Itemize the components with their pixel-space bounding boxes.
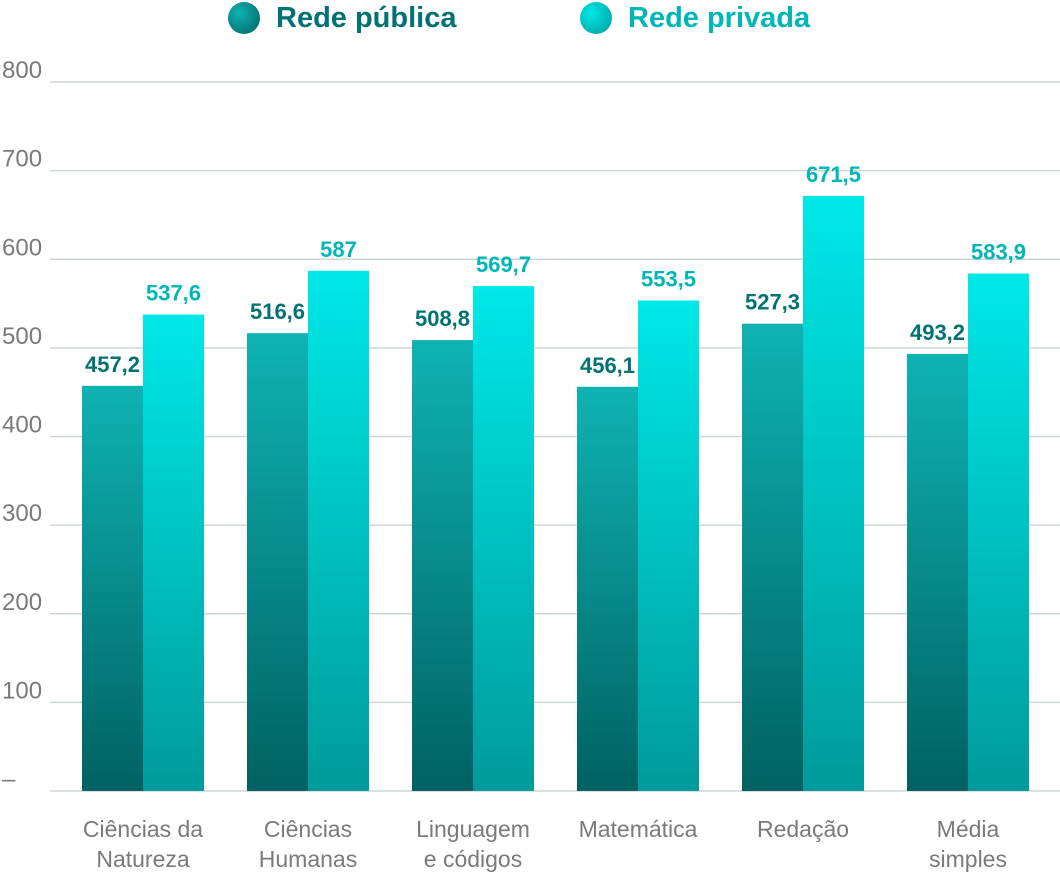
data-label-private-1: 587 <box>320 237 357 262</box>
x-tick-label-4-0: Redação <box>757 816 849 842</box>
data-label-public-5: 493,2 <box>910 320 965 345</box>
x-tick-label-0-1: Natureza <box>96 846 190 872</box>
y-tick-label-400: 400 <box>2 412 42 439</box>
x-tick-label-5-0: Média <box>937 816 1000 842</box>
legend-item-public[interactable]: Rede pública <box>228 0 457 36</box>
data-label-public-2: 508,8 <box>415 306 470 331</box>
bar-private-5 <box>968 273 1029 791</box>
bar-private-4 <box>803 195 864 791</box>
bar-private-3 <box>638 300 699 791</box>
data-label-private-4: 671,5 <box>806 162 861 187</box>
y-tick-label-500: 500 <box>2 323 42 350</box>
grid-lines <box>50 81 1060 792</box>
y-tick-label-100: 100 <box>2 677 42 704</box>
data-label-public-4: 527,3 <box>745 290 800 315</box>
legend-item-private[interactable]: Rede privada <box>580 0 810 36</box>
y-tick-label-600: 600 <box>2 234 42 261</box>
legend-swatch-public <box>228 2 260 34</box>
y-tick-label-200: 200 <box>2 589 42 616</box>
bar-public-5 <box>907 353 968 791</box>
y-axis-ticks: – 100 200 300 400 500 600 700 800 <box>2 57 42 793</box>
data-labels: 457,2 537,6 516,6 587 508,8 569,7 456,1 553,5 52… <box>85 162 1026 378</box>
x-tick-label-1-0: Ciências <box>264 816 352 842</box>
data-label-public-1: 516,6 <box>250 299 305 324</box>
bar-private-1 <box>308 270 369 791</box>
data-label-private-2: 569,7 <box>476 252 531 277</box>
bars <box>82 195 1029 791</box>
x-tick-label-3-0: Matemática <box>579 816 698 842</box>
bar-public-0 <box>82 385 143 791</box>
legend: Rede pública Rede privada <box>0 0 1060 40</box>
x-tick-label-5-1: simples <box>929 846 1007 872</box>
data-label-public-0: 457,2 <box>85 352 140 377</box>
y-tick-label-800: 800 <box>2 57 42 84</box>
y-tick-label-700: 700 <box>2 146 42 173</box>
y-tick-label-0: – <box>2 766 16 793</box>
x-axis-labels: Ciências da Natureza Ciências Humanas Lingua… <box>83 816 1007 872</box>
data-label-private-3: 553,5 <box>641 266 696 291</box>
bar-private-0 <box>143 314 204 791</box>
bar-public-2 <box>412 340 473 791</box>
x-tick-label-1-1: Humanas <box>259 846 357 872</box>
bar-public-3 <box>577 386 638 791</box>
bar-public-1 <box>247 333 308 791</box>
x-tick-label-2-1: e códigos <box>424 846 522 872</box>
y-tick-label-300: 300 <box>2 500 42 527</box>
legend-label-public: Rede pública <box>276 1 457 34</box>
data-label-public-3: 456,1 <box>580 353 635 378</box>
legend-label-private: Rede privada <box>628 1 811 34</box>
bar-public-4 <box>742 323 803 791</box>
x-tick-label-2-0: Linguagem <box>416 816 530 842</box>
data-label-private-5: 583,9 <box>971 240 1026 265</box>
bar-private-2 <box>473 286 534 791</box>
data-label-private-0: 537,6 <box>146 281 201 306</box>
x-tick-label-0-0: Ciências da <box>83 816 203 842</box>
legend-swatch-private <box>580 2 612 34</box>
